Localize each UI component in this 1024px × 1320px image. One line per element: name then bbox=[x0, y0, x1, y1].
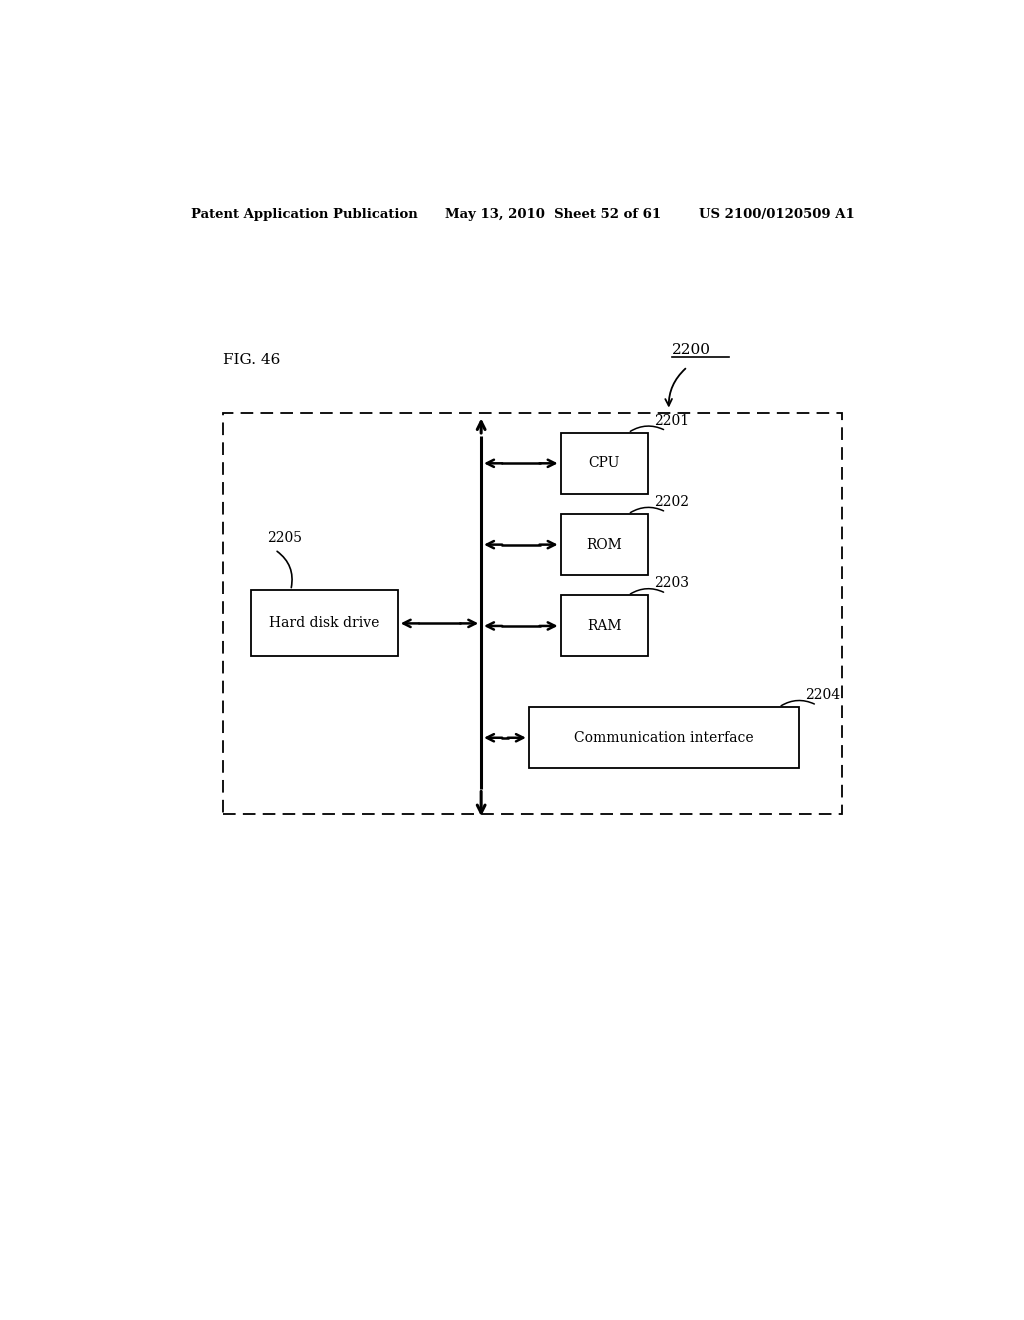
Text: 2205: 2205 bbox=[267, 531, 302, 545]
Text: 2201: 2201 bbox=[654, 413, 689, 428]
Text: 2200: 2200 bbox=[672, 343, 711, 356]
Text: 2204: 2204 bbox=[805, 688, 840, 702]
Text: May 13, 2010  Sheet 52 of 61: May 13, 2010 Sheet 52 of 61 bbox=[445, 207, 662, 220]
FancyBboxPatch shape bbox=[251, 590, 397, 656]
FancyBboxPatch shape bbox=[528, 708, 799, 768]
Text: FIG. 46: FIG. 46 bbox=[223, 352, 281, 367]
FancyBboxPatch shape bbox=[560, 433, 648, 494]
FancyBboxPatch shape bbox=[560, 515, 648, 576]
Text: 2203: 2203 bbox=[654, 577, 689, 590]
Text: Hard disk drive: Hard disk drive bbox=[269, 616, 380, 631]
Text: Patent Application Publication: Patent Application Publication bbox=[191, 207, 418, 220]
Text: US 2100/0120509 A1: US 2100/0120509 A1 bbox=[699, 207, 855, 220]
Text: 2202: 2202 bbox=[654, 495, 689, 510]
Text: ROM: ROM bbox=[587, 537, 622, 552]
Text: RAM: RAM bbox=[587, 619, 622, 634]
Text: CPU: CPU bbox=[589, 457, 620, 470]
Text: Communication interface: Communication interface bbox=[573, 731, 754, 744]
FancyBboxPatch shape bbox=[560, 595, 648, 656]
